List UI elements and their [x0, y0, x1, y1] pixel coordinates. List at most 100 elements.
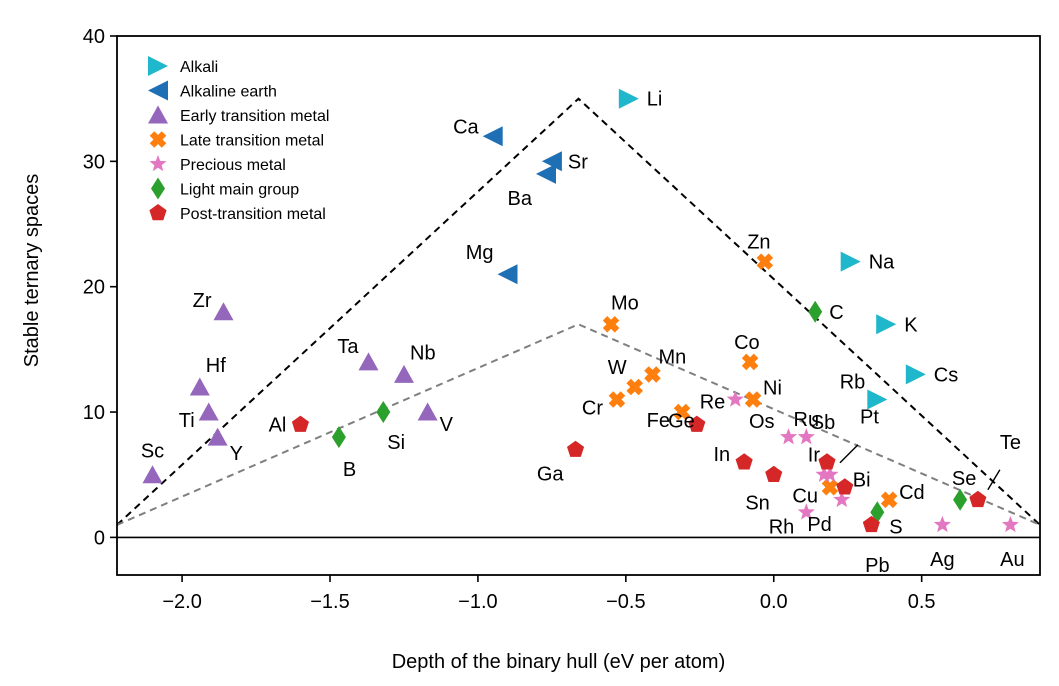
label-cr: Cr	[582, 398, 603, 420]
legend-label-alkaline-earth: Alkaline earth	[180, 84, 277, 101]
label-c: C	[829, 302, 843, 324]
label-sr: Sr	[568, 151, 588, 173]
point-te	[969, 490, 987, 508]
label-na: Na	[869, 252, 895, 274]
point-ta	[358, 352, 379, 371]
label-mg: Mg	[466, 242, 494, 264]
point-cu	[821, 479, 839, 496]
label-se: Se	[952, 468, 976, 490]
x-tick-label: −2.0	[162, 591, 201, 613]
label-cu: Cu	[792, 485, 818, 507]
point-c	[808, 300, 823, 323]
legend-label-alkali: Alkali	[180, 59, 218, 76]
x-tick-label: −1.0	[458, 591, 497, 613]
label-li: Li	[647, 89, 663, 111]
label-ge: Ge	[668, 411, 695, 433]
y-tick-label: 20	[83, 277, 105, 299]
scatter-points	[142, 88, 1019, 533]
label-ba: Ba	[508, 188, 533, 210]
leader-pt	[839, 444, 859, 464]
label-nb: Nb	[410, 342, 436, 364]
point-hf	[189, 377, 210, 396]
point-ni	[744, 391, 762, 408]
point-sc	[142, 465, 163, 484]
point-ru	[797, 428, 815, 445]
point-pt	[821, 465, 839, 482]
label-fe: Fe	[647, 410, 670, 432]
label-b: B	[343, 459, 356, 481]
point-cs	[905, 364, 926, 385]
point-na	[840, 251, 861, 272]
label-ni: Ni	[763, 378, 782, 400]
label-ti: Ti	[179, 410, 195, 432]
point-mg	[497, 264, 518, 285]
legend-marker-late-transition-metal	[149, 131, 167, 148]
guide-line-1	[116, 97, 1041, 526]
point-sr	[541, 151, 562, 172]
point-ca	[482, 126, 503, 147]
point-sn	[765, 465, 783, 482]
point-mo	[602, 316, 620, 333]
label-ta: Ta	[337, 336, 359, 358]
point-pb	[862, 515, 880, 533]
label-re: Re	[700, 392, 726, 414]
label-w: W	[608, 357, 627, 379]
y-axis-label: Stable ternary spaces	[21, 174, 43, 367]
point-zr	[213, 302, 234, 321]
plot-frame	[116, 35, 1041, 576]
x-tick-label: −1.5	[310, 591, 349, 613]
point-ge	[688, 415, 706, 432]
label-cs: Cs	[934, 364, 958, 386]
label-hf: Hf	[206, 355, 226, 377]
point-ag	[933, 515, 951, 533]
point-al	[291, 415, 309, 432]
x-tick-label: 0.5	[908, 591, 936, 613]
label-al: Al	[269, 415, 287, 437]
label-k: K	[904, 314, 918, 336]
label-ir: Ir	[808, 445, 821, 467]
legend-marker-alkali	[148, 56, 168, 76]
label-bi: Bi	[853, 469, 871, 491]
point-re	[726, 390, 744, 407]
legend-label-light-main-group: Light main group	[180, 182, 299, 199]
point-au	[1001, 515, 1019, 533]
legend-marker-early-transition-metal	[148, 105, 168, 124]
point-nb	[394, 364, 414, 383]
point-in	[735, 453, 753, 470]
y-tick-label: 0	[94, 527, 105, 549]
label-ag: Ag	[930, 549, 954, 571]
legend-marker-post-transition-metal	[149, 204, 167, 221]
x-tick-label: 0.0	[760, 591, 788, 613]
leader-te	[987, 469, 1001, 491]
label-zn: Zn	[747, 232, 770, 254]
point-pd	[833, 490, 851, 508]
legend-label-late-transition-metal: Late transition metal	[180, 133, 324, 150]
legend-label-early-transition-metal: Early transition metal	[180, 108, 329, 125]
label-ca: Ca	[453, 116, 479, 138]
label-ru: Ru	[794, 409, 820, 431]
point-b	[331, 426, 346, 449]
label-v: V	[440, 414, 454, 436]
x-axis-label: Depth of the binary hull (eV per atom)	[392, 651, 726, 673]
label-mo: Mo	[611, 292, 639, 314]
x-tick-label: −0.5	[606, 591, 645, 613]
label-zr: Zr	[193, 290, 212, 312]
legend-marker-alkaline-earth	[148, 80, 168, 101]
point-bi	[836, 478, 854, 495]
point-sb	[818, 453, 836, 470]
label-s: S	[889, 516, 902, 538]
point-zn	[756, 253, 774, 270]
point-ti	[198, 402, 219, 421]
label-cd: Cd	[899, 482, 925, 504]
label-ga: Ga	[537, 464, 565, 486]
point-mn	[644, 366, 661, 383]
y-tick-label: 10	[83, 402, 105, 424]
label-pt: Pt	[860, 407, 879, 429]
legend-marker-precious-metal	[149, 155, 167, 172]
label-pb: Pb	[865, 555, 889, 577]
legend: Alkali Alkaline earth Early transition met…	[148, 56, 329, 223]
point-se	[953, 488, 968, 511]
point-li	[618, 88, 639, 109]
y-tick-label: 40	[83, 26, 105, 48]
legend-marker-light-main-group	[151, 177, 165, 200]
